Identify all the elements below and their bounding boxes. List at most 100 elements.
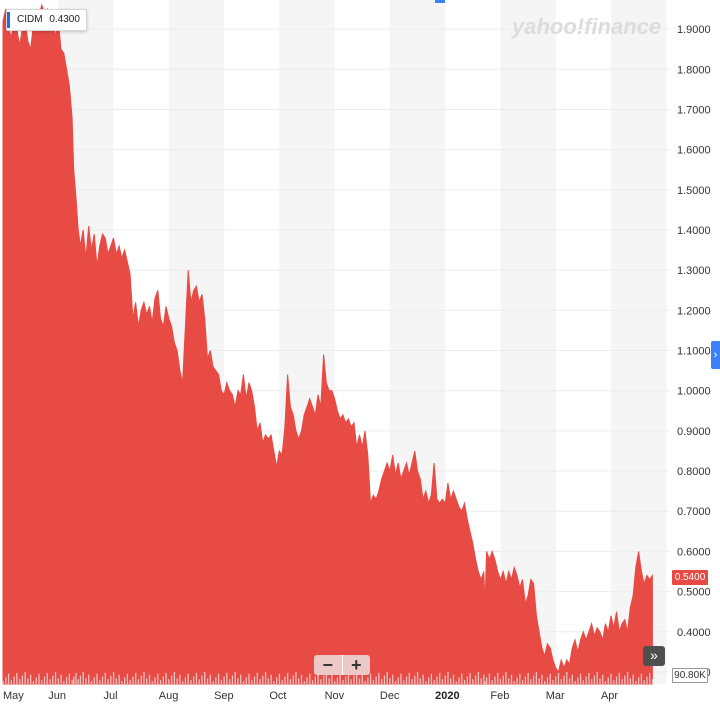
jump-to-latest-button[interactable]: »	[643, 646, 665, 666]
volume-bar	[621, 679, 623, 684]
volume-bar	[193, 676, 195, 684]
volume-bar	[317, 672, 319, 684]
volume-bar	[441, 679, 444, 684]
volume-bar	[35, 677, 37, 684]
volume-bar	[223, 676, 225, 684]
volume-bar	[135, 672, 137, 684]
volume-bar	[132, 676, 134, 684]
volume-bar	[24, 672, 26, 684]
volume-bar	[380, 679, 383, 684]
volume-bar	[331, 674, 333, 684]
x-tick-label: 2020	[435, 690, 459, 702]
volume-bar	[640, 673, 643, 684]
volume-bar	[151, 681, 153, 684]
volume-bar	[615, 676, 618, 684]
volume-bar	[90, 681, 93, 684]
volume-bar	[408, 672, 410, 684]
volume-bar	[129, 680, 131, 684]
volume-bar	[463, 680, 466, 684]
volume-bar	[231, 675, 234, 684]
volume-bar	[405, 676, 408, 684]
volume-bar	[300, 674, 303, 684]
volume-bar	[306, 677, 308, 684]
volume-bar	[13, 676, 15, 684]
volume-bar	[123, 677, 126, 684]
volume-bar	[546, 677, 549, 684]
volume-bar	[16, 672, 18, 684]
volume-bar	[610, 673, 612, 684]
volume-bar	[386, 672, 388, 684]
volume-bar	[444, 675, 446, 684]
x-axis: May Jun Jul Aug Sep Oct Nov Dec 2020 Feb Mar Apr	[3, 690, 618, 702]
volume-bar	[430, 673, 433, 684]
volume-bar	[93, 677, 95, 684]
volume-bar	[549, 673, 551, 684]
volume-bar	[71, 680, 73, 684]
volume-bar	[195, 672, 198, 684]
volume-bar	[394, 681, 397, 684]
volume-bar	[298, 678, 300, 684]
volume-bar	[165, 672, 167, 684]
alternating-month-shading	[58, 0, 667, 684]
volume-bar	[107, 679, 109, 684]
volume-bar	[527, 672, 529, 684]
volume-bar	[18, 679, 21, 684]
volume-bar	[602, 674, 604, 684]
volume-bar	[112, 672, 115, 684]
volume-bar	[541, 674, 543, 684]
volume-bar	[574, 681, 576, 684]
volume-bar	[361, 674, 363, 684]
volume-bar	[275, 677, 278, 684]
volume-bar	[521, 680, 524, 684]
x-tick-label: Mar	[546, 690, 565, 702]
volume-bar	[469, 672, 471, 684]
volume-bar	[264, 672, 267, 684]
volume-bar	[146, 678, 148, 684]
zoom-in-button[interactable]: +	[350, 655, 362, 675]
volume-bar	[96, 673, 98, 684]
volume-bar	[392, 674, 394, 684]
x-tick-label: Oct	[269, 690, 286, 702]
price-area	[2, 3, 653, 685]
legend-symbol: CIDM	[17, 14, 43, 25]
volume-bar	[461, 673, 463, 684]
volume-bar	[77, 679, 79, 684]
volume-bar	[292, 675, 294, 684]
x-tick-label: Apr	[601, 690, 618, 702]
volume-bar	[187, 673, 189, 684]
volume-bar	[345, 676, 347, 684]
volume-bar	[484, 681, 486, 684]
volume-bar	[253, 676, 256, 684]
volume-bar	[85, 678, 87, 684]
zoom-out-button[interactable]: −	[314, 655, 343, 675]
volume-bar	[486, 677, 488, 684]
volume-bar	[524, 676, 526, 684]
volume-bar	[502, 675, 504, 684]
volume-bar	[552, 680, 554, 684]
volume-bar	[599, 678, 601, 684]
volume-bar	[38, 673, 40, 684]
volume-bar	[516, 677, 518, 684]
volume-bar	[320, 679, 322, 684]
volume-bar	[303, 681, 305, 684]
chevron-right-icon[interactable]: ›	[711, 341, 720, 369]
y-tick-label: 1.0000	[677, 386, 711, 398]
volume-bar	[248, 673, 250, 684]
x-tick-label: Nov	[325, 690, 345, 702]
volume-bar	[571, 674, 573, 684]
volume-bar	[458, 677, 460, 684]
volume-bar	[499, 679, 502, 684]
volume-bar	[79, 675, 82, 684]
volume-bar	[179, 674, 181, 684]
volume-bar	[455, 681, 457, 684]
volume-bar	[577, 677, 579, 684]
volume-bar	[530, 679, 532, 684]
volume-bar	[99, 680, 101, 684]
x-tick-label: Dec	[380, 690, 400, 702]
volume-bar	[251, 680, 253, 684]
y-tick-label: 0.8000	[677, 466, 711, 478]
volume-bar	[229, 679, 231, 684]
volume-bar	[284, 676, 286, 684]
volume-bar	[649, 672, 651, 684]
